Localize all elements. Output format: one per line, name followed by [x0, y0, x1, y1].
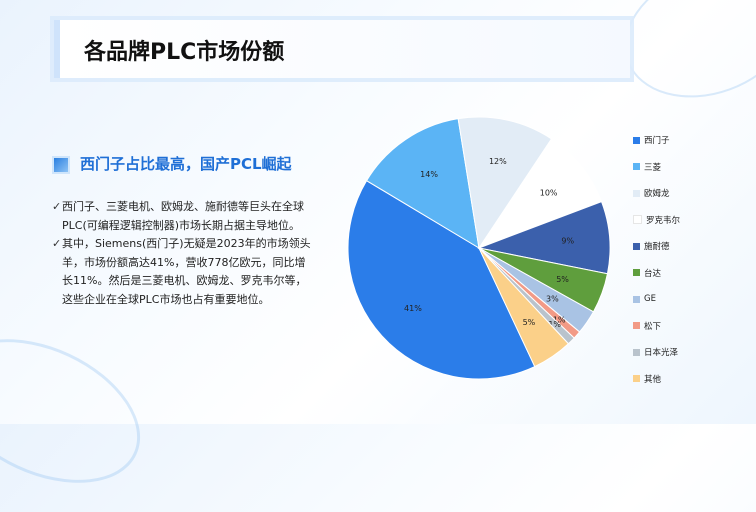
pie-data-label: 10% [540, 188, 558, 197]
legend-item: 其他 [633, 366, 680, 393]
pie-chart: 41% 14% 12% 10% 9% 5% 3% 1%1% 5% [347, 116, 611, 380]
legend-swatch [633, 375, 640, 383]
bullet-list: ✓ 西门子、三菱电机、欧姆龙、施耐德等巨头在全球PLC(可编程逻辑控制器)市场长… [52, 198, 312, 309]
legend-label: 台达 [644, 268, 662, 279]
legend-swatch [633, 189, 640, 197]
bullet-item: ✓ 西门子、三菱电机、欧姆龙、施耐德等巨头在全球PLC(可编程逻辑控制器)市场长… [52, 198, 312, 235]
pie-slice-0 [347, 179, 536, 380]
square-bullet-icon [52, 156, 70, 174]
legend-item: 西门子 [633, 127, 680, 154]
pie-slice-1 [365, 118, 480, 249]
pie-data-label: 9% [561, 237, 574, 246]
legend-swatch [633, 136, 640, 144]
pie-data-label: 5% [556, 275, 569, 284]
legend-item: 罗克韦尔 [633, 207, 680, 234]
legend-item: 三菱 [633, 154, 680, 181]
legend-label: 松下 [644, 321, 662, 332]
legend-swatch [633, 215, 642, 225]
pie-slice-3 [477, 138, 603, 250]
legend-label: 其他 [644, 374, 662, 385]
legend-item: 施耐德 [633, 233, 680, 260]
pie-slice-2 [457, 116, 553, 250]
legend-item: 日本光泽 [633, 339, 680, 366]
legend-item: 欧姆龙 [633, 180, 680, 207]
pie-data-label: 3% [546, 294, 559, 303]
legend-item: 松下 [633, 313, 680, 340]
legend-label: GE [644, 294, 656, 305]
chart-legend: 西门子三菱欧姆龙罗克韦尔施耐德台达 GE 松下日本光泽其他 [633, 127, 680, 392]
pie-slice-9 [478, 247, 570, 368]
check-icon: ✓ [52, 200, 62, 213]
legend-item: 台达 [633, 260, 680, 287]
legend-label: 罗克韦尔 [646, 215, 681, 226]
pie-data-label: 1% [548, 320, 561, 329]
legend-item: GE [633, 286, 680, 313]
legend-label: 三菱 [644, 162, 662, 173]
page-title: 各品牌PLC市场份额 [84, 40, 285, 65]
title-bar: 各品牌PLC市场份额 [54, 20, 630, 78]
check-icon: ✓ [52, 237, 62, 250]
bullet-text: 西门子、三菱电机、欧姆龙、施耐德等巨头在全球PLC(可编程逻辑控制器)市场长期占… [62, 200, 304, 232]
legend-swatch [633, 295, 640, 303]
pie-data-label: 5% [523, 318, 536, 327]
pie-data-label: 12% [489, 157, 507, 166]
legend-label: 施耐德 [644, 242, 670, 253]
legend-swatch [633, 348, 640, 356]
pie-data-label: 14% [420, 170, 438, 179]
section-subtitle: 西门子占比最高，国产PCL崛起 [80, 155, 292, 173]
legend-swatch [633, 163, 640, 171]
pie-data-label: 41% [404, 304, 422, 313]
legend-label: 西门子 [644, 136, 670, 147]
bullet-item: ✓ 其中，Siemens(西门子)无疑是2023年的市场领头羊，市场份额高达41… [52, 235, 312, 309]
pie-data-label: 1% [553, 315, 566, 324]
bullet-text: 其中，Siemens(西门子)无疑是2023年的市场领头羊，市场份额高达41%，… [62, 237, 311, 306]
legend-swatch [633, 322, 640, 330]
legend-label: 日本光泽 [644, 348, 679, 359]
legend-swatch [633, 269, 640, 277]
legend-label: 欧姆龙 [644, 189, 670, 200]
legend-swatch [633, 242, 640, 250]
